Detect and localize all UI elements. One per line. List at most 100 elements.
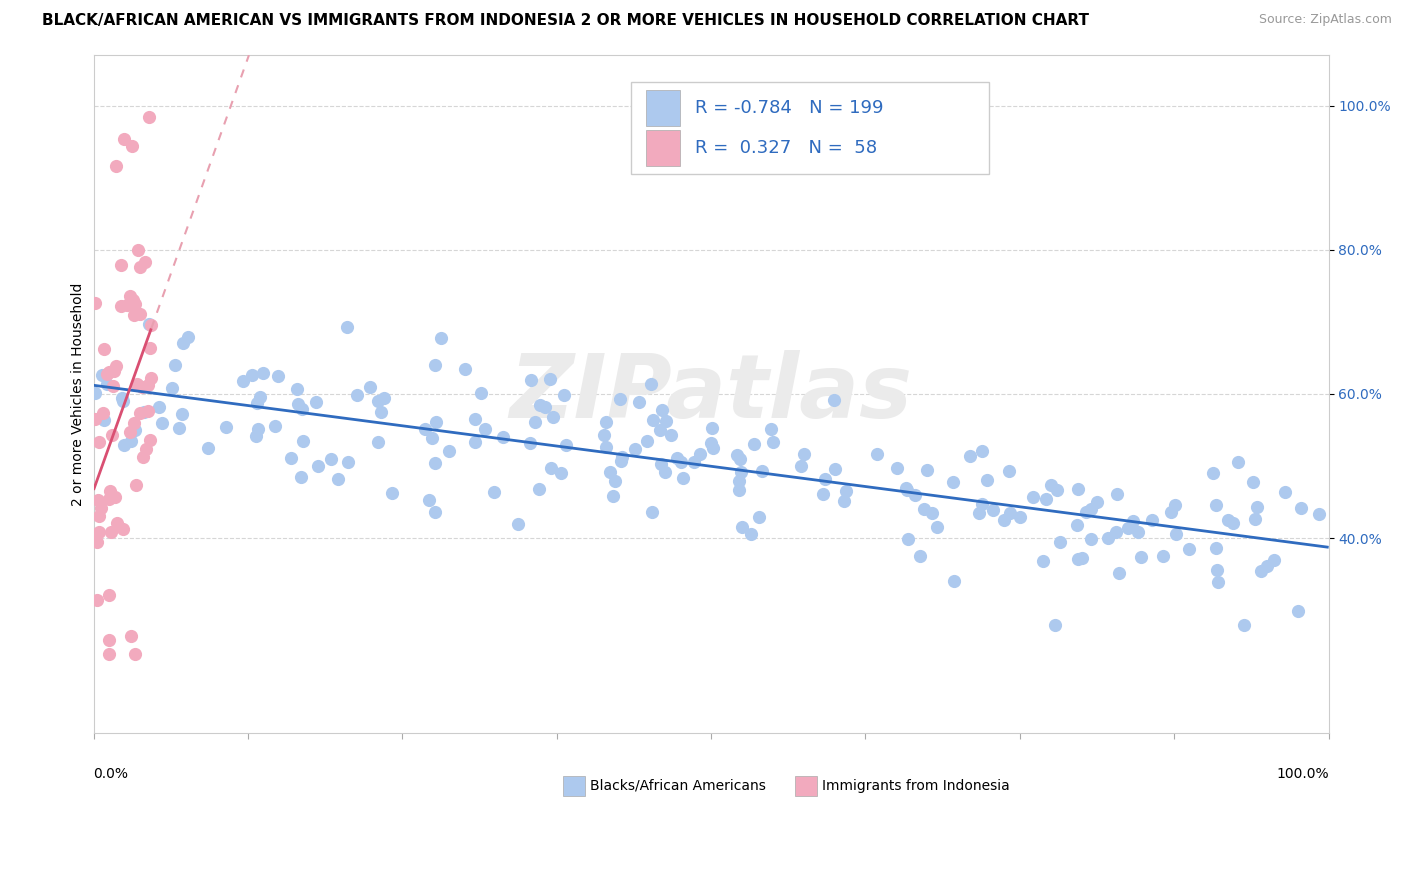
Point [866,446,889,460]
Point [214,419,236,434]
Point [595,440,617,454]
Point [125,376,148,391]
Point [97,632,120,647]
FancyBboxPatch shape [645,90,681,126]
Text: Blacks/African Americans: Blacks/African Americans [591,779,766,793]
Point [86,534,108,549]
Y-axis label: 2 or more Vehicles in Household: 2 or more Vehicles in Household [72,282,86,506]
Point [1046,483,1069,498]
Point [998,506,1021,520]
FancyBboxPatch shape [796,775,817,796]
Point [976,473,998,487]
Point [246,395,269,409]
Point [124,308,146,322]
Point [84,411,107,425]
Point [727,483,749,498]
Point [1049,534,1071,549]
Point [659,427,682,442]
Point [245,429,267,443]
Point [912,501,935,516]
Point [124,647,146,661]
Point [1243,475,1265,489]
Point [136,378,159,392]
Text: R = -0.784   N = 199: R = -0.784 N = 199 [695,99,883,117]
Point [592,428,614,442]
Point [915,462,938,476]
Point [959,449,981,463]
Point [523,415,546,429]
Point [93,342,115,356]
Point [197,441,219,455]
Point [761,435,783,450]
Text: BLACK/AFRICAN AMERICAN VS IMMIGRANTS FROM INDONESIA 2 OR MORE VEHICLES IN HOUSEH: BLACK/AFRICAN AMERICAN VS IMMIGRANTS FRO… [42,13,1090,29]
Point [1067,552,1090,566]
Point [1205,541,1227,555]
Point [1105,525,1128,540]
Point [624,442,647,456]
Point [148,400,170,414]
Point [682,455,704,469]
Point [609,392,631,406]
Point [120,434,142,449]
Point [1227,454,1250,468]
Point [84,295,107,310]
Point [484,484,506,499]
Text: 0.0%: 0.0% [94,767,128,780]
Point [93,413,115,427]
Point [84,385,107,400]
Point [654,414,676,428]
Point [689,447,711,461]
Point [104,490,127,504]
Point [111,522,134,536]
Point [290,469,312,483]
Point [373,392,395,406]
Point [1206,563,1229,577]
Point [252,366,274,380]
Point [759,422,782,436]
FancyBboxPatch shape [562,775,585,796]
Point [1246,500,1268,515]
Point [1080,532,1102,546]
Point [367,394,389,409]
Point [1097,531,1119,545]
Point [128,406,150,420]
Point [1218,513,1240,527]
Point [464,411,486,425]
Point [86,593,108,607]
Point [305,395,328,409]
Point [1066,482,1088,496]
Point [1066,518,1088,533]
Point [96,367,118,381]
Point [247,421,270,435]
Point [100,524,122,539]
Point [1152,549,1174,564]
Point [595,415,617,429]
Point [1274,485,1296,500]
Point [132,405,155,419]
Point [120,629,142,643]
Point [346,388,368,402]
Point [124,423,146,437]
Point [1122,514,1144,528]
Point [98,491,121,506]
Point [83,528,105,542]
Text: Immigrants from Indonesia: Immigrants from Indonesia [823,779,1010,793]
Point [824,462,846,476]
Point [470,386,492,401]
Point [453,362,475,376]
Point [138,110,160,124]
Point [942,475,965,489]
Point [1178,541,1201,556]
Point [610,454,633,468]
Point [1233,617,1256,632]
Point [423,359,446,373]
Point [744,437,766,451]
Point [105,516,128,530]
FancyBboxPatch shape [631,82,988,174]
Point [232,374,254,388]
Point [335,319,357,334]
Point [135,442,157,457]
Point [101,428,124,442]
Point [550,467,572,481]
Point [1130,550,1153,565]
